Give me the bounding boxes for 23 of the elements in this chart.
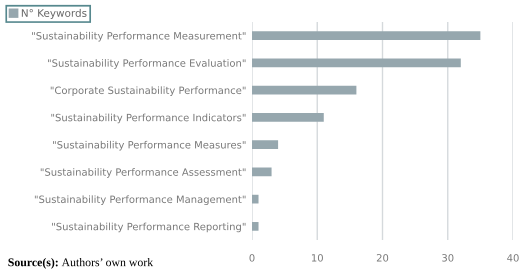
x-tick-label: 0 [249, 254, 255, 262]
y-tick-label: "Sustainability Performance Measures" [53, 140, 246, 151]
y-tick-label: "Sustainability Performance Indicators" [51, 114, 246, 124]
y-tick-label: "Sustainability Performance Assessment" [40, 168, 246, 178]
x-tick-label: 30 [442, 254, 454, 262]
x-tick-label: 40 [507, 254, 519, 262]
x-tick-label: 20 [376, 254, 388, 262]
bar [252, 168, 272, 176]
bar [252, 194, 259, 204]
bar [252, 140, 278, 149]
y-tick-label: "Sustainability Performance Management" [34, 195, 246, 206]
bar [252, 31, 480, 40]
y-tick-label: "Sustainability Performance Evaluation" [48, 59, 246, 69]
y-tick-label: "Sustainability Performance Measurement" [32, 32, 246, 42]
bar [252, 222, 259, 231]
x-tick-label: 10 [312, 254, 323, 262]
bar [252, 113, 324, 122]
y-tick-label: "Corporate Sustainability Performance" [50, 86, 246, 96]
y-tick-label: "Sustainability Performance Reporting" [52, 222, 246, 232]
source-note: Source(s): Authors’ own work [8, 258, 154, 269]
legend-label: N° Keywords [22, 8, 87, 19]
bar [252, 86, 356, 94]
bar [252, 58, 461, 68]
